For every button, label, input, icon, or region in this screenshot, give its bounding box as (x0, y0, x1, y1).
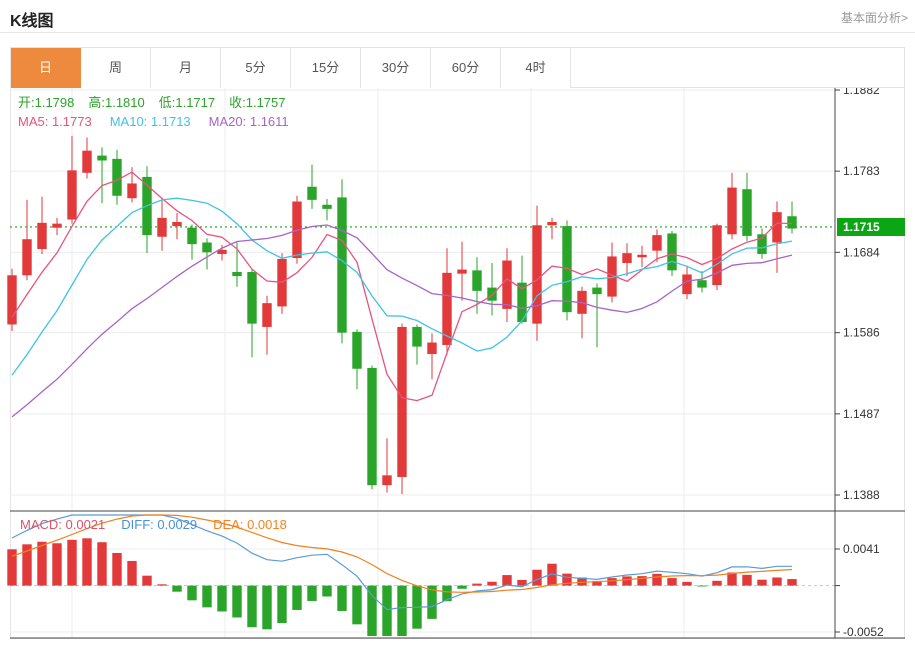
tab-4hour[interactable]: 4时 (501, 48, 571, 88)
tab-30min[interactable]: 30分 (361, 48, 431, 88)
axis-layer: 1.18821.17831.16841.15861.14871.13880.00… (10, 83, 905, 639)
fundamental-analysis-link[interactable]: 基本面分析> (840, 11, 908, 25)
y-axis-label: 1.1388 (843, 488, 880, 502)
tab-5min[interactable]: 5分 (221, 48, 291, 88)
legend-close: 收:1.1757 (229, 95, 286, 110)
legend-ma20: MA20: 1.1611 (208, 114, 289, 129)
tab-week[interactable]: 周 (81, 48, 151, 88)
legend-high: 高:1.1810 (88, 95, 145, 110)
legend-dea-value: DEA: 0.0018 (213, 517, 287, 532)
y-axis-label: 1.1684 (843, 245, 880, 259)
title-bar: K线图 基本面分析> (0, 0, 915, 33)
y-axis-label: 1.1487 (843, 407, 880, 421)
y-axis-label: 1.1586 (843, 326, 880, 340)
legend-diff-value: DIFF: 0.0029 (121, 517, 198, 532)
ma-lines-layer (11, 171, 793, 418)
macd-axis-label: -0.0052 (843, 625, 884, 639)
macd-layer (7, 514, 797, 636)
legend-low: 低:1.1717 (158, 95, 216, 110)
chart-panel: 日 周 月 5分 15分 30分 60分 4时 (10, 47, 905, 639)
dea-line (11, 514, 793, 593)
current-price-tag: 1.1715 (837, 217, 905, 236)
ma-legend: MA5: 1.1773 MA10: 1.1713 MA20: 1.1611 (18, 114, 307, 129)
legend-macd-value: MACD: 0.0021 (20, 517, 106, 532)
tab-60min[interactable]: 60分 (431, 48, 501, 88)
interval-tabs: 日 周 月 5分 15分 30分 60分 4时 (11, 48, 904, 88)
ohlc-legend: 开:1.1798 高:1.1810 低:1.1717 收:1.1757 (18, 92, 300, 111)
legend-ma5: MA5: 1.1773 (18, 114, 92, 129)
tab-15min[interactable]: 15分 (291, 48, 361, 88)
legend-ma10: MA10: 1.1713 (109, 114, 191, 129)
candles-layer (7, 135, 797, 495)
y-axis-label: 1.1783 (843, 164, 880, 178)
page-title: K线图 (10, 13, 54, 30)
grid-layer (10, 87, 835, 638)
macd-legend: MACD: 0.0021 DIFF: 0.0029 DEA: 0.0018 (20, 517, 303, 532)
tab-month[interactable]: 月 (151, 48, 221, 88)
macd-axis-label: 0.0041 (843, 542, 880, 556)
legend-open: 开:1.1798 (18, 95, 75, 110)
tab-day[interactable]: 日 (11, 48, 81, 88)
